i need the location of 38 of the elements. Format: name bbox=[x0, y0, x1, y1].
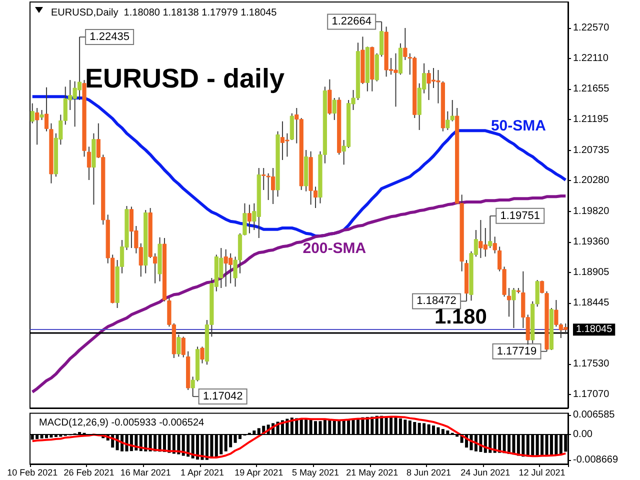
ref-line-label: 1.180 bbox=[434, 306, 487, 329]
y-tick-label: 1.20735 bbox=[573, 144, 610, 156]
y-tick-label: 1.22570 bbox=[573, 22, 610, 34]
y-tick-label: 1.21655 bbox=[573, 84, 610, 94]
y-tick-label: 1.22110 bbox=[573, 53, 609, 64]
y-tick-label: 0.006585 bbox=[573, 410, 616, 420]
x-tick-label: 16 Mar 2021 bbox=[120, 468, 171, 478]
y-tick-label: 1.17070 bbox=[573, 389, 610, 400]
x-tick-label: 5 May 2021 bbox=[292, 468, 340, 478]
x-tick-label: 8 Jun 2021 bbox=[406, 468, 452, 478]
y-tick-label: 1.18445 bbox=[573, 298, 610, 308]
text: EURUSD,Daily 1.18080 1.18138 1.17979 1.18045 bbox=[51, 8, 278, 18]
y-tick-label: 1.19820 bbox=[573, 206, 610, 217]
x-tick-label: 1 Apr 2021 bbox=[180, 468, 224, 478]
y-tick-label: 1.20280 bbox=[573, 175, 610, 186]
annotation: 1.17042 bbox=[202, 390, 243, 403]
annotation: 1.17719 bbox=[496, 345, 537, 358]
annotation: 1.22664 bbox=[332, 16, 372, 28]
x-tick-label: 21 May 2021 bbox=[346, 468, 398, 478]
x-tick-label: 24 Jun 2021 bbox=[460, 468, 510, 478]
chart-title: MACD(12,26,9) -0.005933 -0.006524 bbox=[39, 418, 205, 428]
annotation: 1.18472 bbox=[416, 295, 456, 308]
y-tick-label: 1.17530 bbox=[573, 358, 610, 370]
annotation: 1.22435 bbox=[90, 31, 130, 43]
x-tick-label: 12 Jul 2021 bbox=[518, 468, 566, 478]
series-label: 50-SMA bbox=[490, 118, 546, 134]
y-tick-label: -0.008669 bbox=[573, 454, 618, 466]
y-tick-label: 1.18905 bbox=[573, 266, 610, 278]
text: EURUSD - daily bbox=[85, 64, 285, 94]
x-tick-label: 10 Feb 2021 bbox=[7, 468, 58, 478]
y-tick-label: 1.21195 bbox=[573, 114, 609, 126]
y-tick-label: 1.19360 bbox=[573, 236, 610, 248]
series-label: 200-SMA bbox=[302, 240, 366, 257]
ref-line-label: 1.18045 bbox=[576, 324, 613, 336]
x-tick-label: 26 Feb 2021 bbox=[64, 468, 114, 478]
annotation: 1.19751 bbox=[500, 210, 540, 222]
y-tick-label: 0.00 bbox=[573, 428, 593, 440]
x-tick-label: 19 Apr 2021 bbox=[234, 468, 284, 478]
